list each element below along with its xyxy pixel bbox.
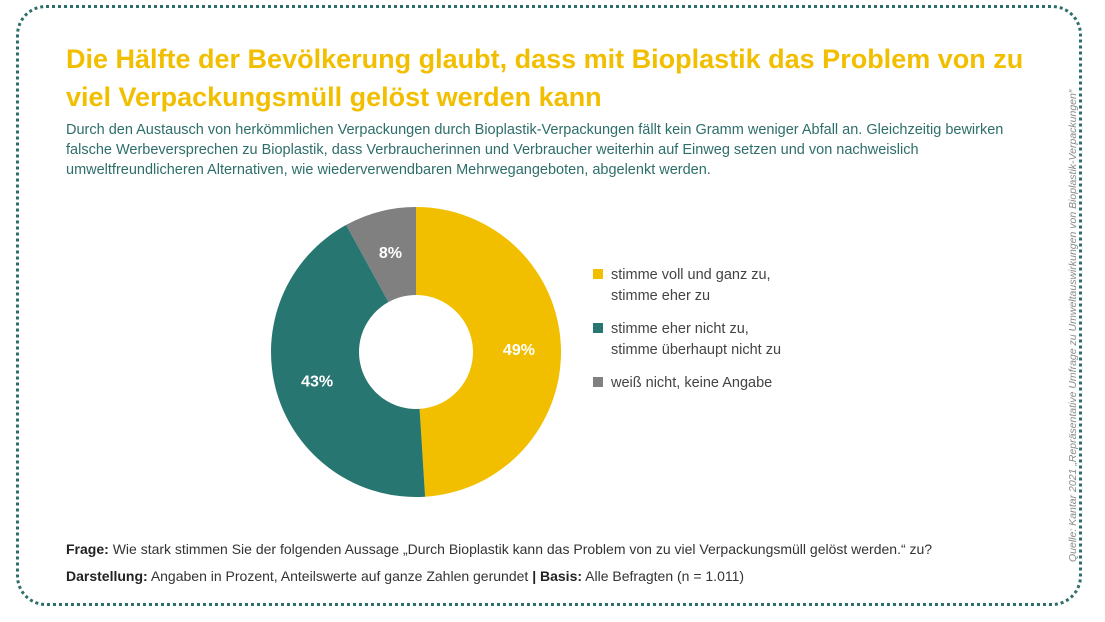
legend: stimme voll und ganz zu, stimme eher zu … <box>593 265 853 406</box>
source-note: Quelle: Kantar 2021 „Repräsentative Umfr… <box>1067 89 1079 562</box>
footer-separator: | <box>532 568 537 584</box>
question-text: Wie stark stimmen Sie der folgenden Auss… <box>112 541 933 557</box>
legend-item-agree: stimme voll und ganz zu, stimme eher zu <box>593 265 853 307</box>
basis-text: Alle Befragten (n = 1.011) <box>585 568 745 584</box>
legend-label-agree: stimme voll und ganz zu, stimme eher zu <box>611 267 771 304</box>
data-label-unknown: 8% <box>379 245 402 262</box>
footer-display: Darstellung: Angaben in Prozent, Anteils… <box>66 567 744 585</box>
basis-label: Basis: <box>540 568 583 584</box>
donut-slice-agree <box>416 207 561 497</box>
legend-item-unknown: weiß nicht, keine Angabe <box>593 373 853 394</box>
legend-swatch-disagree <box>593 323 603 333</box>
legend-label-disagree: stimme eher nicht zu, stimme überhaupt n… <box>611 321 782 358</box>
legend-swatch-agree <box>593 269 603 279</box>
legend-item-disagree: stimme eher nicht zu, stimme überhaupt n… <box>593 319 853 361</box>
donut-slice-unknown <box>346 207 416 303</box>
card-frame <box>16 5 1082 606</box>
data-label-disagree: 43% <box>301 374 333 391</box>
donut-slice-disagree <box>270 224 426 497</box>
question-label: Frage: <box>66 541 109 557</box>
display-text: Angaben in Prozent, Anteilswerte auf gan… <box>150 568 529 584</box>
data-label-agree: 49% <box>503 342 535 359</box>
display-label: Darstellung: <box>66 568 148 584</box>
legend-label-unknown: weiß nicht, keine Angabe <box>611 375 773 391</box>
chart-title: Die Hälfte der Bevölkerung glaubt, dass … <box>66 44 1024 112</box>
legend-swatch-unknown <box>593 377 603 387</box>
chart-subtitle: Durch den Austausch von herkömmlichen Ve… <box>66 122 1004 178</box>
footer-question: Frage: Wie stark stimmen Sie der folgend… <box>66 540 932 558</box>
